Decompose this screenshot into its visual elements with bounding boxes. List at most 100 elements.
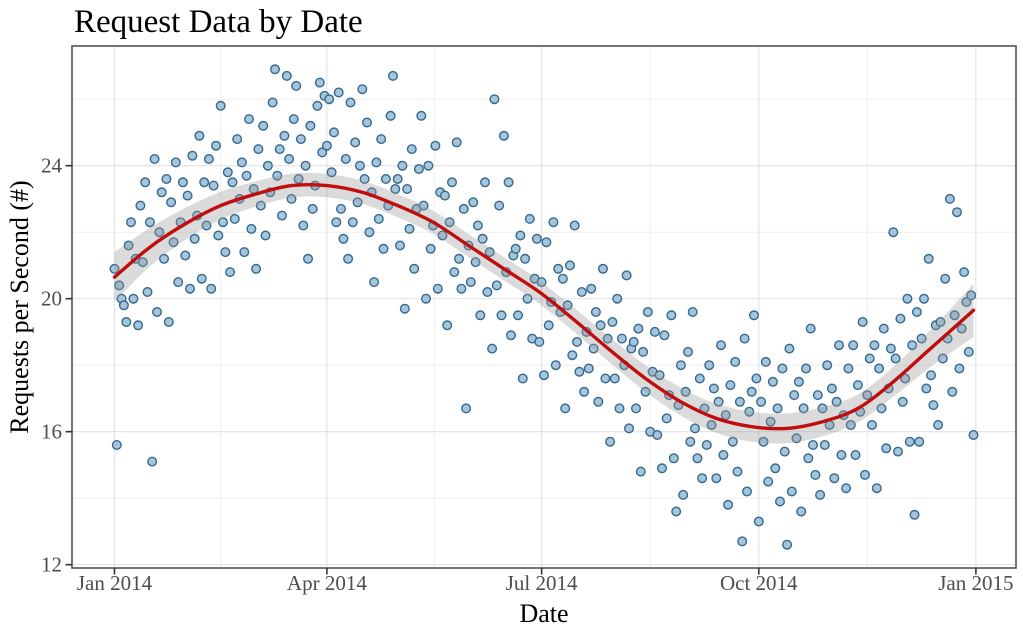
scatter-point xyxy=(380,173,391,184)
scatter-point xyxy=(376,134,387,145)
scatter-point xyxy=(843,363,854,374)
scatter-point xyxy=(857,317,868,328)
scatter-point xyxy=(246,223,257,234)
scatter-point xyxy=(916,333,927,344)
scatter-point xyxy=(923,253,934,264)
scatter-point xyxy=(638,346,649,357)
scatter-point xyxy=(362,117,373,128)
scatter-point xyxy=(430,140,441,151)
scatter-point xyxy=(454,253,465,264)
scatter-point xyxy=(885,343,896,354)
scatter-point xyxy=(784,343,795,354)
scatter-point xyxy=(121,317,132,328)
scatter-point xyxy=(569,220,580,231)
scatter-point xyxy=(852,380,863,391)
scatter-point xyxy=(742,486,753,497)
scatter-point xyxy=(272,170,283,181)
scatter-point xyxy=(184,283,195,294)
scatter-point xyxy=(874,363,885,374)
scatter-point xyxy=(140,177,151,188)
scatter-point xyxy=(329,127,340,138)
scatter-point xyxy=(944,193,955,204)
scatter-point xyxy=(671,506,682,517)
scatter-point xyxy=(541,237,552,248)
scatter-point xyxy=(168,237,179,248)
scatter-point xyxy=(461,403,472,414)
scatter-point xyxy=(494,200,505,211)
scatter-point xyxy=(819,440,830,451)
scatter-point xyxy=(550,360,561,371)
scatter-point xyxy=(649,326,660,337)
scatter-point xyxy=(484,247,495,258)
scatter-point xyxy=(961,297,972,308)
x-axis: Jan 2014 Apr 2014 Jul 2014 Oct 2014 Jan 2015 xyxy=(77,568,1014,595)
scatter-point xyxy=(210,140,221,151)
scatter-point xyxy=(201,220,212,231)
scatter-point xyxy=(536,277,547,288)
scatter-point xyxy=(489,94,500,105)
scatter-point xyxy=(897,396,908,407)
scatter-point xyxy=(236,157,247,168)
scatter-point xyxy=(812,390,823,401)
scatter-point xyxy=(697,473,708,484)
scatter-point xyxy=(449,267,460,278)
scatter-point xyxy=(135,200,146,211)
scatter-point xyxy=(154,227,165,238)
scatter-point xyxy=(815,489,826,500)
scatter-point xyxy=(708,383,719,394)
scatter-point xyxy=(307,203,318,214)
scatter-point xyxy=(317,147,328,158)
scatter-point xyxy=(595,320,606,331)
scatter-point xyxy=(352,197,363,208)
scatter-point xyxy=(243,114,254,125)
scatter-point xyxy=(303,253,314,264)
scatter-point xyxy=(744,406,755,417)
scatter-point xyxy=(255,200,266,211)
scatter-point xyxy=(928,400,939,411)
scatter-point xyxy=(583,363,594,374)
scatter-point xyxy=(602,333,613,344)
scatter-point xyxy=(437,230,448,241)
scatter-point xyxy=(668,453,679,464)
scatter-point xyxy=(557,273,568,284)
scatter-point xyxy=(730,356,741,367)
scatter-point xyxy=(331,217,342,228)
scatter-point xyxy=(251,263,262,274)
scatter-point xyxy=(893,446,904,457)
scatter-point xyxy=(371,157,382,168)
x-tick-label: Jan 2014 xyxy=(77,571,153,595)
scatter-point xyxy=(522,293,533,304)
scatter-point xyxy=(966,290,977,301)
scatter-point xyxy=(860,469,871,480)
scatter-point xyxy=(444,217,455,228)
scatter-point xyxy=(406,144,417,155)
scatter-point xyxy=(217,217,228,228)
scatter-point xyxy=(229,213,240,224)
scatter-point xyxy=(336,203,347,214)
scatter-point xyxy=(333,87,344,98)
scatter-point xyxy=(156,187,167,198)
scatter-point xyxy=(281,70,292,81)
scatter-point xyxy=(616,333,627,344)
scatter-point xyxy=(305,120,316,131)
y-axis: 12 16 20 24 xyxy=(41,154,72,577)
scatter-point xyxy=(324,94,335,105)
scatter-point xyxy=(692,453,703,464)
scatter-point xyxy=(480,177,491,188)
scatter-point xyxy=(968,430,979,441)
scatter-point xyxy=(841,483,852,494)
scatter-point xyxy=(767,376,778,387)
scatter-point xyxy=(194,130,205,141)
scatter-point xyxy=(560,403,571,414)
scatter-point xyxy=(510,243,521,254)
scatter-point xyxy=(399,303,410,314)
scatter-point xyxy=(173,277,184,288)
scatter-point xyxy=(933,420,944,431)
scatter-point xyxy=(805,323,816,334)
scatter-point xyxy=(876,403,887,414)
scatter-point xyxy=(161,173,172,184)
scatter-point xyxy=(598,263,609,274)
scatter-point xyxy=(347,217,358,228)
